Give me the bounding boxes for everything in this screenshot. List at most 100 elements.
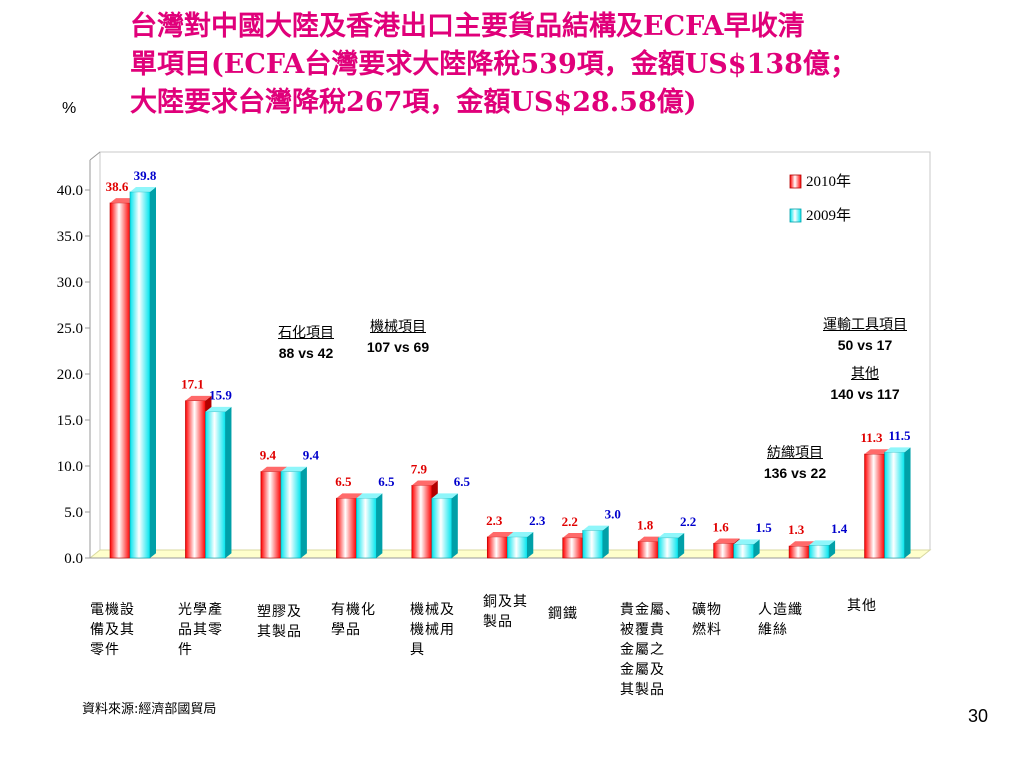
bar-2010: [260, 471, 282, 559]
category-label: 電機設 備及其 零件: [90, 602, 135, 658]
bar-2009: [733, 543, 754, 559]
y-tick-label: 0.0: [64, 551, 83, 567]
data-label: 17.1: [181, 377, 204, 392]
bar-top: [110, 198, 136, 203]
bar-top: [562, 532, 589, 538]
annotation-value: 140 vs 117: [830, 386, 900, 402]
data-label: 39.8: [134, 168, 157, 183]
bar-2010: [562, 537, 584, 559]
bar-top: [789, 541, 816, 547]
bar-top: [280, 466, 307, 472]
annotation-label: 紡織項目: [767, 444, 823, 460]
y-tick-label: 10.0: [57, 459, 83, 475]
bar-side: [300, 466, 307, 558]
y-tick-label: 35.0: [57, 229, 83, 245]
bar-side: [904, 447, 911, 558]
data-label: 1.3: [788, 522, 805, 537]
chart-title: 台灣對中國大陸及香港出口主要貨品結構及ECFA早收清 單項目(ECFA台灣要求大…: [130, 8, 990, 122]
bar-2010: [336, 497, 357, 559]
bar-top: [185, 395, 212, 401]
legend-label: 2010年: [806, 173, 851, 190]
title-line-3: 大陸要求台灣降稅267項，金額US$28.58億): [130, 87, 697, 118]
bar-top: [582, 525, 609, 531]
data-label: 6.5: [378, 474, 395, 489]
y-tick-label: 25.0: [57, 321, 83, 337]
category-label: 有機化 學品: [331, 602, 376, 638]
annotation-label: 機械項目: [370, 318, 426, 334]
bar-side: [678, 532, 685, 558]
bar-2010: [637, 541, 659, 559]
data-label: 6.5: [335, 474, 352, 489]
category-label: 礦物 燃料: [692, 602, 722, 638]
annotation-label: 石化項目: [278, 324, 334, 340]
bar-top: [356, 493, 383, 499]
data-label: 11.3: [861, 430, 884, 445]
y-tick-label: 20.0: [57, 367, 83, 383]
bar-top: [658, 532, 685, 538]
annotation-transport: 運輸工具項目 50 vs 17: [800, 314, 930, 356]
bar-top: [431, 493, 458, 499]
bar-2010: [411, 485, 433, 559]
bar-side: [829, 540, 836, 558]
unit-label: %: [62, 100, 77, 117]
bar-2009: [657, 537, 679, 559]
data-label: 2.3: [529, 513, 546, 528]
bar-2009: [356, 497, 377, 559]
bar-top: [809, 540, 836, 546]
bar-top: [507, 532, 534, 537]
bar-2010: [109, 202, 131, 559]
data-label: 15.9: [209, 388, 232, 403]
bar-2010: [864, 453, 885, 559]
bar-2009: [808, 544, 830, 559]
category-label: 銅及其 製品: [483, 594, 528, 630]
bar-2009: [280, 471, 302, 559]
data-label: 7.9: [411, 461, 428, 476]
annotation-textile: 紡織項目 136 vs 22: [740, 442, 850, 484]
bar-top: [638, 536, 665, 542]
title-line-2: 單項目(ECFA台灣要求大陸降稅539項，金額US$138億；: [130, 49, 857, 80]
page-number: 30: [968, 706, 989, 726]
y-axis-top: [89, 151, 101, 161]
title-line-1: 台灣對中國大陸及香港出口主要貨品結構及ECFA早收清: [130, 11, 805, 42]
legend-label: 2009年: [806, 207, 851, 224]
y-tick-label: 40.0: [57, 183, 83, 199]
bar-top: [884, 447, 911, 453]
annotation-label: 運輸工具項目: [823, 316, 907, 332]
category-label: 鋼鐵: [548, 606, 578, 622]
data-label: 3.0: [605, 506, 621, 521]
bar-2010: [713, 542, 734, 559]
bar-top: [733, 539, 760, 545]
annotation-value: 88 vs 42: [278, 345, 334, 361]
data-label: 11.5: [889, 428, 912, 443]
bar-side: [527, 532, 534, 558]
bar-side: [225, 406, 232, 558]
annotation-value: 136 vs 22: [763, 465, 827, 481]
data-label: 1.6: [713, 519, 730, 534]
bar-2009: [582, 530, 604, 559]
bar-2009: [205, 411, 226, 559]
bar-top: [205, 406, 232, 412]
data-label: 1.5: [756, 520, 773, 535]
data-label: 1.4: [831, 521, 848, 536]
bar-2010: [486, 536, 508, 559]
bar-2009: [884, 451, 905, 559]
annotation-value: 107 vs 69: [366, 339, 430, 355]
bar-2009: [506, 536, 528, 559]
category-label: 貴金屬、 被覆貴 金屬之 金屬及 其製品: [620, 602, 680, 698]
bar-top: [130, 187, 156, 192]
bar-top: [713, 538, 740, 544]
annotation-label: 其他: [851, 365, 879, 381]
bar-side: [451, 493, 458, 558]
annotation-petrochem: 石化項目 88 vs 42: [258, 322, 354, 364]
data-label: 9.4: [260, 448, 277, 463]
bar-side: [150, 187, 156, 559]
data-label: 6.5: [454, 474, 471, 489]
annotation-other: 其他 140 vs 117: [800, 363, 930, 405]
category-label: 機械及 機械用 具: [410, 602, 455, 658]
data-label: 9.4: [303, 448, 320, 463]
data-label: 38.6: [106, 179, 129, 194]
category-label: 光學產 品其零 件: [178, 602, 223, 658]
category-label: 塑膠及 其製品: [257, 604, 302, 640]
bar-2010: [185, 400, 206, 559]
